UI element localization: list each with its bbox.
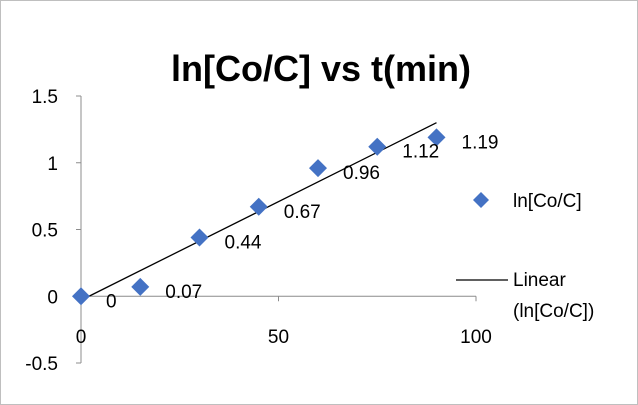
legend-trendline-label-line2: (ln[Co/C]) — [513, 301, 594, 322]
data-point — [131, 277, 150, 296]
legend-marker-diamond — [473, 192, 489, 208]
data-point — [72, 287, 90, 306]
data-point — [190, 228, 209, 247]
y-tick-label: 0 — [47, 287, 58, 308]
data-label: 0.44 — [225, 233, 262, 254]
x-tick-labels: 0 50 100 — [76, 327, 492, 348]
axes — [76, 95, 477, 364]
legend: ln[Co/C] Linear (ln[Co/C]) — [456, 191, 594, 322]
y-tick-label: 1 — [47, 154, 58, 175]
x-tick-label: 50 — [268, 327, 289, 348]
chart-title: ln[Co/C] vs t(min) — [171, 48, 471, 89]
data-point — [249, 197, 268, 216]
y-tick-label: -0.5 — [25, 354, 58, 375]
data-point — [368, 137, 387, 156]
data-point — [309, 159, 327, 178]
x-tick-label: 0 — [76, 327, 87, 348]
data-label: 1.19 — [462, 132, 499, 153]
x-tick-label: 100 — [460, 327, 492, 348]
data-label: 0 — [106, 291, 117, 312]
data-points — [72, 128, 446, 306]
data-labels: 0 0.07 0.44 0.67 0.96 1.12 1.19 — [106, 132, 498, 312]
data-label: 0.96 — [343, 163, 380, 184]
data-label: 1.12 — [402, 142, 439, 163]
data-point — [427, 128, 446, 147]
legend-trendline-label-line1: Linear — [513, 270, 566, 291]
y-tick-label: 0.5 — [32, 221, 58, 242]
y-tick-labels: -0.5 0 0.5 1 1.5 — [25, 87, 58, 375]
y-tick-label: 1.5 — [32, 87, 58, 108]
legend-series-label: ln[Co/C] — [513, 191, 582, 212]
data-label: 0.67 — [284, 202, 321, 223]
data-label: 0.07 — [165, 282, 202, 303]
